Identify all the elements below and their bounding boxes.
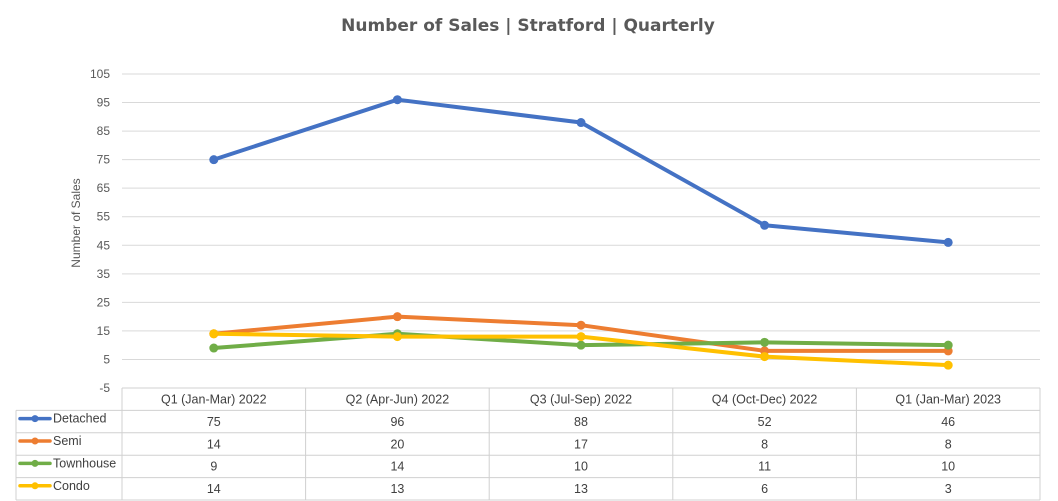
y-axis-label: Number of Sales (69, 178, 83, 267)
legend-label-condo: Condo (53, 479, 90, 493)
table-value: 3 (945, 482, 952, 496)
data-point-condo (943, 360, 953, 370)
table-value: 8 (945, 437, 952, 451)
legend-marker-condo (31, 482, 39, 490)
category-label: Q1 (Jan-Mar) 2022 (161, 393, 267, 407)
legend-label-detached: Detached (53, 412, 107, 426)
y-tick-label: 55 (97, 210, 111, 224)
data-point-condo (209, 329, 219, 339)
y-tick-label: 105 (90, 67, 110, 81)
table-value: 14 (390, 460, 404, 474)
table-value: 88 (574, 415, 588, 429)
table-value: 10 (941, 460, 955, 474)
data-point-townhouse (576, 340, 586, 350)
chart-title: Number of Sales | Stratford | Quarterly (341, 16, 715, 36)
data-point-detached (209, 155, 219, 165)
table-value: 14 (207, 482, 221, 496)
legend-label-semi: Semi (53, 434, 81, 448)
y-tick-label: 75 (97, 153, 111, 167)
data-point-semi (392, 312, 402, 322)
category-label: Q4 (Oct-Dec) 2022 (712, 393, 818, 407)
y-tick-label: 35 (97, 267, 111, 281)
legend-label-townhouse: Townhouse (53, 456, 116, 470)
table-value: 13 (574, 482, 588, 496)
table-value: 9 (210, 460, 217, 474)
legend-marker-semi (31, 437, 39, 445)
data-point-townhouse (943, 340, 953, 350)
category-label: Q3 (Jul-Sep) 2022 (530, 393, 632, 407)
table-value: 11 (758, 460, 771, 474)
y-tick-label: -5 (99, 381, 110, 395)
data-point-semi (576, 320, 586, 330)
table-value: 6 (761, 482, 768, 496)
category-label: Q1 (Jan-Mar) 2023 (895, 393, 1001, 407)
y-tick-label: 5 (103, 352, 110, 366)
table-value: 52 (758, 415, 772, 429)
y-tick-label: 85 (97, 124, 111, 138)
table-value: 96 (390, 415, 404, 429)
legend-marker-townhouse (31, 459, 39, 467)
data-point-detached (760, 220, 770, 230)
table-value: 75 (207, 415, 221, 429)
data-point-townhouse (760, 337, 770, 347)
data-point-detached (576, 118, 586, 128)
y-tick-label: 25 (97, 295, 111, 309)
table-value: 46 (941, 415, 955, 429)
table-value: 13 (390, 482, 404, 496)
table-value: 17 (574, 437, 588, 451)
table-value: 20 (390, 437, 404, 451)
data-point-detached (943, 237, 953, 247)
table-value: 10 (574, 460, 588, 474)
table-value: 14 (207, 437, 221, 451)
data-point-condo (576, 332, 586, 342)
category-label: Q2 (Apr-Jun) 2022 (346, 393, 450, 407)
y-tick-label: 45 (97, 238, 111, 252)
table-value: 8 (761, 437, 768, 451)
data-point-condo (392, 332, 402, 342)
data-point-townhouse (209, 343, 219, 353)
legend-marker-detached (31, 415, 39, 423)
data-point-detached (392, 95, 402, 105)
y-tick-label: 15 (97, 324, 111, 338)
y-tick-label: 95 (97, 96, 111, 110)
y-tick-label: 65 (97, 181, 111, 195)
data-point-condo (760, 352, 770, 362)
